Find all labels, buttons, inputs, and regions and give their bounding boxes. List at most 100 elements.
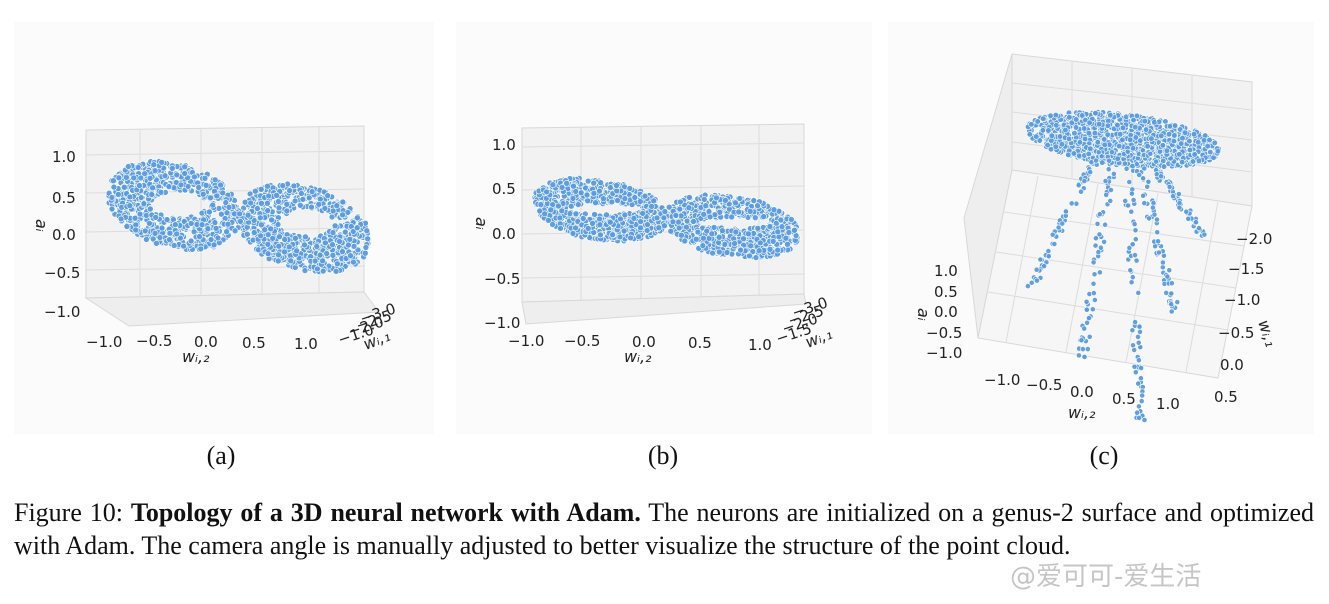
data-point — [1135, 333, 1141, 340]
x-tick: 1.0 — [294, 335, 318, 353]
data-point — [251, 229, 258, 236]
data-point — [252, 187, 259, 195]
data-point — [1189, 158, 1197, 165]
data-point — [173, 171, 181, 179]
data-point — [181, 170, 188, 177]
data-point — [361, 249, 369, 257]
data-point — [110, 177, 117, 184]
point-cloud-c — [1024, 109, 1222, 423]
data-point — [211, 176, 219, 184]
data-point — [1144, 183, 1151, 190]
data-point — [1105, 166, 1112, 173]
data-point — [700, 211, 707, 218]
data-point — [283, 201, 291, 208]
data-point — [275, 242, 283, 250]
data-point — [1024, 283, 1031, 289]
data-point — [749, 248, 757, 255]
data-point — [333, 202, 341, 209]
x-tick: −1.0 — [984, 371, 1020, 389]
z-tick: 0.0 — [52, 226, 76, 244]
data-point — [1140, 175, 1146, 182]
data-point — [1107, 197, 1114, 204]
data-point — [1062, 208, 1069, 215]
data-point — [1158, 173, 1164, 180]
panel-c-plot: 1.0 0.5 0.0 −0.5 −1.0 aᵢ −1.0 −0.5 0.0 0… — [914, 53, 1281, 423]
data-point — [1128, 208, 1135, 215]
caption-prefix: Figure 10: — [14, 498, 131, 527]
data-point — [110, 183, 118, 191]
data-point — [261, 226, 268, 233]
data-point — [591, 211, 598, 218]
data-point — [275, 251, 282, 259]
data-point — [212, 225, 220, 232]
data-point — [166, 236, 173, 243]
data-point — [1070, 150, 1077, 157]
data-point — [737, 246, 744, 254]
data-point — [267, 225, 275, 233]
data-point — [635, 233, 642, 240]
data-point — [1171, 132, 1178, 139]
data-point — [1137, 328, 1143, 335]
z-tick: −0.5 — [926, 324, 962, 342]
data-point — [661, 208, 669, 215]
data-point — [219, 189, 226, 197]
data-point — [1131, 221, 1138, 227]
data-point — [1097, 244, 1104, 251]
data-point — [686, 194, 693, 201]
data-point — [117, 215, 125, 223]
data-point — [1135, 403, 1142, 410]
data-point — [1044, 141, 1051, 149]
z-tick: −1.0 — [926, 344, 962, 362]
data-point — [140, 200, 148, 207]
data-point — [123, 223, 131, 230]
x-tick: 0.5 — [688, 334, 712, 352]
data-point — [1093, 157, 1099, 164]
data-point — [1176, 151, 1183, 158]
data-point — [204, 225, 212, 232]
data-point — [1062, 126, 1069, 134]
data-point — [265, 192, 272, 200]
data-point — [1028, 121, 1035, 128]
y-tick: −0.5 — [1218, 324, 1254, 342]
z-tick: 0.5 — [934, 283, 958, 301]
data-point — [1065, 151, 1072, 158]
data-point — [613, 182, 620, 189]
data-point — [1132, 319, 1138, 325]
data-point — [236, 210, 243, 218]
data-point — [1132, 134, 1139, 141]
y-tick: −2.0 — [1236, 230, 1272, 248]
data-point — [195, 184, 202, 191]
data-point — [1130, 116, 1137, 124]
data-point — [1102, 178, 1109, 184]
data-point — [1166, 267, 1173, 274]
data-point — [603, 211, 610, 219]
data-point — [336, 238, 343, 245]
data-point — [224, 220, 232, 228]
y-tick: −1.5 — [1228, 260, 1264, 278]
data-point — [672, 212, 680, 219]
data-point — [685, 204, 693, 211]
data-point — [570, 182, 577, 190]
data-point — [1037, 256, 1044, 263]
data-point — [1193, 219, 1199, 226]
data-point — [1056, 133, 1064, 140]
data-point — [1075, 352, 1082, 359]
data-point — [1126, 179, 1133, 185]
z-axis-label: aᵢ — [914, 308, 933, 321]
data-point — [736, 195, 744, 202]
data-point — [257, 214, 264, 222]
data-point — [1136, 172, 1143, 178]
data-point — [1085, 130, 1092, 137]
data-point — [329, 207, 337, 215]
data-point — [1078, 337, 1085, 344]
data-point — [1096, 269, 1103, 276]
data-point — [1081, 353, 1088, 360]
data-point — [257, 232, 264, 240]
data-point — [1114, 155, 1121, 162]
data-point — [223, 209, 231, 216]
data-point — [703, 227, 710, 235]
x-axis-label: wᵢ,₂ — [624, 347, 652, 366]
data-point — [1090, 259, 1097, 266]
data-point — [1151, 211, 1158, 218]
data-point — [1068, 200, 1075, 207]
